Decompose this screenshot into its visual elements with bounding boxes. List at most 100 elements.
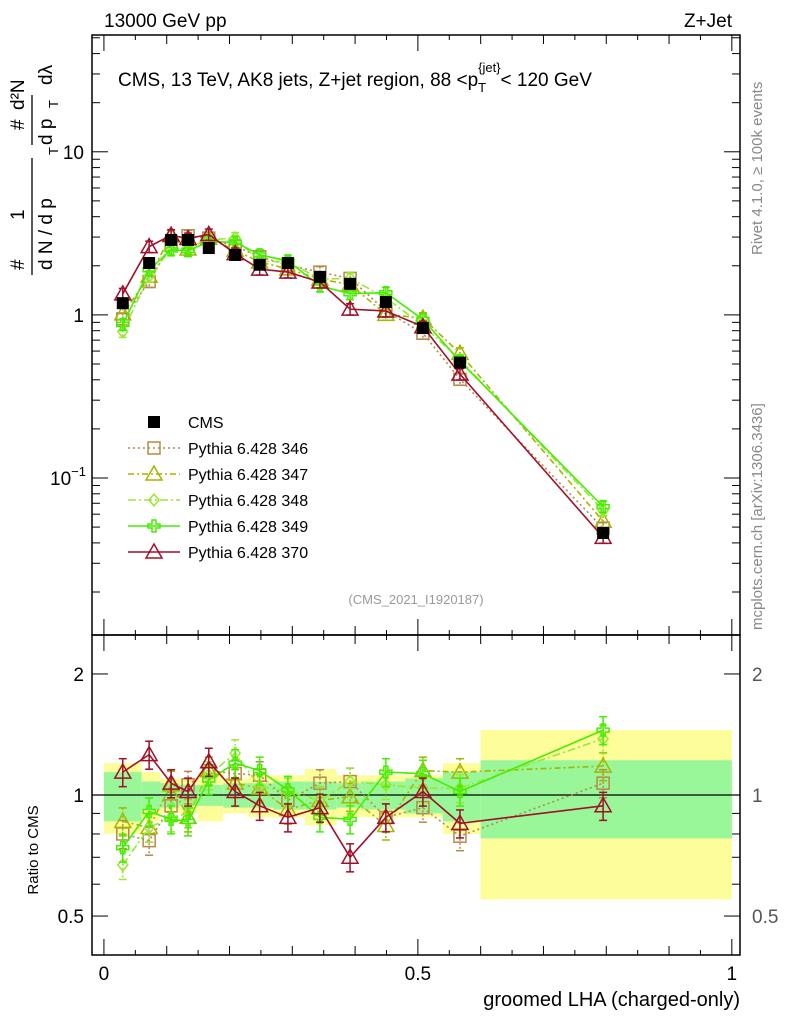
cms-data-point <box>143 257 156 270</box>
series-cms <box>116 233 610 540</box>
data-point <box>142 804 156 819</box>
ratio-tick-label-left: 0.5 <box>58 907 84 928</box>
legend-marker <box>144 464 164 481</box>
data-point <box>199 752 219 769</box>
y-axis-label: # 1 d N / d p T d²N # d p T dλ <box>8 64 61 275</box>
mcplots-label: mcplots.cern.ch [arXiv:1306.3436] <box>749 403 766 630</box>
data-point <box>116 857 129 873</box>
cms-data-point <box>116 297 129 310</box>
data-point <box>164 243 178 257</box>
data-point <box>379 777 392 792</box>
data-point <box>228 756 242 770</box>
data-point <box>340 299 360 316</box>
cms-data-point <box>281 257 294 270</box>
y-tick-label: 10−1 <box>50 464 86 490</box>
ratio-tick-label-right: 1 <box>752 786 763 807</box>
series-line <box>122 235 604 529</box>
ratio-tick-label-right: 2 <box>752 665 763 686</box>
legend-marker <box>144 542 164 559</box>
cms-data-point <box>379 295 392 308</box>
data-point <box>143 269 156 284</box>
ratio-tick-label-left: 2 <box>73 665 84 686</box>
svg-text:d N / d p: d N / d p <box>36 198 57 270</box>
legend-label: Pythia 6.428 347 <box>188 467 308 484</box>
legend-label-cms: CMS <box>188 415 224 432</box>
svg-text:T: T <box>46 100 61 108</box>
rivet-label: Rivet 4.1.0, ≥ 100k events <box>749 82 766 255</box>
data-point <box>343 286 357 301</box>
cms-data-point <box>344 277 357 290</box>
cms-data-point <box>202 242 215 255</box>
data-point <box>450 813 470 831</box>
ratio-line <box>122 738 604 866</box>
axis-ticks: 0 0.5 1 10−1 1 10 0.5 0.5 1 1 2 2 <box>50 35 778 985</box>
legend-label: Pythia 6.428 348 <box>188 493 308 510</box>
y-tick-label: 10 <box>63 143 84 164</box>
data-point <box>113 762 133 779</box>
legend-marker <box>147 519 161 533</box>
legend: CMS Pythia 6.428 346 Pythia 6.428 347 Pythi… <box>128 415 308 562</box>
legend-marker <box>148 492 160 508</box>
legend-label: Pythia 6.428 370 <box>188 545 308 562</box>
data-point <box>178 782 198 799</box>
legend-marker <box>147 441 161 455</box>
x-tick-label: 0 <box>99 964 110 985</box>
series-layer <box>113 225 613 881</box>
ratio-line <box>122 769 604 842</box>
data-point <box>181 243 195 258</box>
analysis-id: (CMS_2021_I1920187) <box>348 592 483 607</box>
data-point <box>116 840 130 855</box>
legend-label: Pythia 6.428 346 <box>188 441 308 458</box>
data-point <box>281 783 295 797</box>
data-point <box>593 756 613 773</box>
svg-text:#: # <box>8 119 29 130</box>
ratio-tick-label-right: 0.5 <box>752 907 778 928</box>
svg-text:d²N: d²N <box>8 79 29 110</box>
svg-text:1: 1 <box>8 209 29 220</box>
data-point <box>413 782 433 799</box>
data-point <box>376 807 396 825</box>
data-point <box>225 782 245 799</box>
data-point <box>199 225 219 242</box>
svg-text:d p: d p <box>36 119 57 145</box>
data-point <box>593 796 613 813</box>
data-point <box>252 763 267 778</box>
data-point <box>310 798 330 815</box>
legend-marker-cms <box>148 416 160 428</box>
cms-data-point <box>313 270 326 283</box>
svg-text:#: # <box>8 259 29 270</box>
data-point <box>181 814 195 829</box>
series-line <box>122 241 604 508</box>
data-point <box>278 807 298 825</box>
header-right: Z+Jet <box>684 11 733 32</box>
data-point <box>164 812 178 827</box>
cms-data-point <box>182 233 195 246</box>
cms-data-point <box>229 248 242 261</box>
data-point <box>596 723 610 737</box>
data-point <box>313 810 327 825</box>
cms-data-point <box>165 233 178 246</box>
data-point <box>139 237 159 254</box>
data-point <box>340 847 360 865</box>
data-point <box>278 262 298 279</box>
data-point <box>250 796 269 813</box>
data-point <box>113 811 133 829</box>
legend-label: Pythia 6.428 349 <box>188 519 308 536</box>
ratio-line <box>122 765 604 829</box>
cms-data-point <box>597 527 610 540</box>
data-point <box>344 774 357 789</box>
data-point <box>116 324 129 339</box>
x-tick-label: 0.5 <box>405 964 431 985</box>
plot-title: CMS, 13 TeV, AK8 jets, Z+jet region, 88 … <box>118 60 592 95</box>
header-left: 13000 GeV pp <box>104 11 227 32</box>
data-point <box>416 766 430 781</box>
ratio-tick-label-left: 1 <box>73 786 84 807</box>
series-line <box>122 233 604 538</box>
data-point <box>139 745 159 762</box>
data-point <box>376 301 396 318</box>
cms-data-point <box>453 356 466 369</box>
svg-text:dλ: dλ <box>36 64 57 85</box>
data-point <box>161 773 181 790</box>
x-tick-label: 1 <box>727 964 738 985</box>
